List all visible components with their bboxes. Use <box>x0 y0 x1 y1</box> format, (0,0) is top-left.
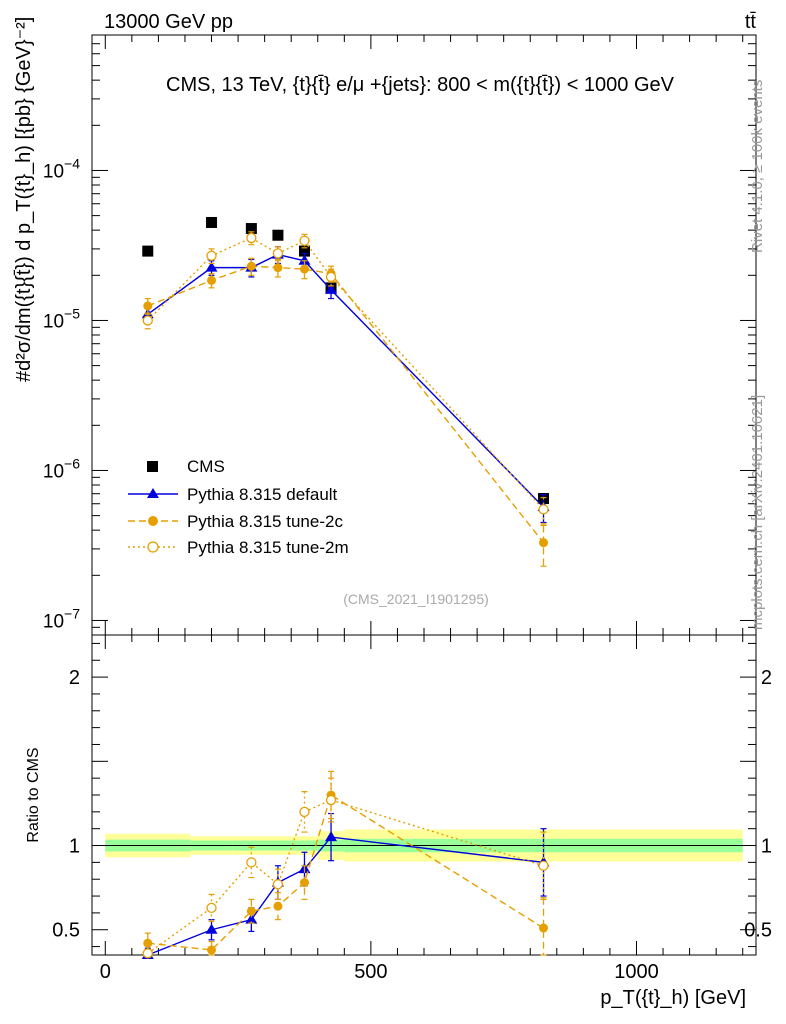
ratio-y-tick-label-right: 2 <box>761 667 772 689</box>
x-tick-label: 1000 <box>614 961 659 983</box>
cms-point <box>206 216 218 228</box>
tune2c-point <box>273 263 283 273</box>
ratio-panel-frame <box>91 634 757 956</box>
cms-point <box>142 245 154 257</box>
legend-label-tune2c: Pythia 8.315 tune-2c <box>187 512 343 531</box>
ratio-line-open-circle <box>147 799 544 954</box>
x-tick-label: 500 <box>354 961 387 983</box>
legend-label-cms: CMS <box>187 457 225 476</box>
x-axis-label: p_T({t}_h) [GeV] <box>600 987 746 1009</box>
header-left: 13000 GeV pp <box>104 11 233 33</box>
y-tick-label: 10−4 <box>43 155 80 182</box>
x-tick-label: 0 <box>100 961 111 983</box>
y-tick-label: 10−6 <box>43 455 80 482</box>
legend-label-default: Pythia 8.315 default <box>187 485 338 504</box>
legend-marker-default <box>147 488 159 498</box>
cms-point <box>298 245 310 257</box>
ratio-series-circle <box>143 770 549 956</box>
tune2c-point <box>143 301 153 311</box>
tune2m-point <box>272 879 284 890</box>
tune2m-point <box>325 794 337 806</box>
ratio-line-circle <box>147 793 544 951</box>
ratio-y-tick-label: 1 <box>69 836 80 858</box>
ratio-y-tick-label-right: 1 <box>761 836 772 858</box>
mcplots-label: mcplots.cern.ch [arXiv:2401.10621] <box>749 395 766 630</box>
tune2c-point <box>539 923 549 933</box>
tune2c-point <box>246 906 256 916</box>
tune2c-point <box>539 538 549 548</box>
tune2c-point <box>273 901 283 911</box>
main-y-label: #d²σ/dm({t}{t̄}) d p_T({t}_h) [{pb} {GeV… <box>13 17 35 382</box>
default-point <box>205 923 218 934</box>
tune2m-point <box>246 857 257 868</box>
cms-point <box>245 223 257 235</box>
legend-marker-tune2m <box>147 541 159 553</box>
ratio-y-tick-label-right: 0.5 <box>744 920 772 942</box>
default-point <box>325 283 338 294</box>
legend-marker-cms <box>147 461 158 472</box>
header-right: tt̄ <box>745 11 757 33</box>
rivet-label: Rivet 4.1.0, ≥ 100k events <box>749 80 766 253</box>
tune2m-point <box>538 860 549 871</box>
tune2c-point <box>207 945 217 955</box>
main-series-open-circle <box>142 231 549 525</box>
tune2m-point <box>272 248 284 259</box>
tune2c-point <box>299 878 309 888</box>
tune2c-point <box>299 264 309 274</box>
cms-point <box>272 229 284 241</box>
legend: CMS Pythia 8.315 default Pythia 8.315 tu… <box>128 457 349 557</box>
ratio-series-open-circle <box>142 777 549 959</box>
default-point <box>205 261 218 272</box>
tune2m-point <box>299 235 310 246</box>
tune2m-point <box>206 250 217 261</box>
plot-title: CMS, 13 TeV, {t}{t̄} e/μ +{jets}: 800 < … <box>166 74 675 96</box>
legend-marker-tune2c <box>148 516 158 526</box>
tune2m-point <box>538 504 549 515</box>
ratio-y-tick-label: 0.5 <box>52 920 80 942</box>
legend-label-tune2m: Pythia 8.315 tune-2m <box>187 538 349 557</box>
ratio-y-tick-label: 2 <box>69 667 80 689</box>
y-tick-label: 10−5 <box>43 305 80 332</box>
ratio-y-label: Ratio to CMS <box>25 747 42 842</box>
main-series-triangle <box>141 246 550 524</box>
tune2m-point <box>142 315 153 326</box>
tune2c-point <box>246 261 256 271</box>
tune2m-point <box>325 271 337 283</box>
tune2c-point <box>207 275 217 285</box>
default-point <box>298 254 311 265</box>
default-point <box>245 913 258 924</box>
tune2m-point <box>142 948 153 959</box>
tune2m-point <box>246 232 257 244</box>
y-tick-label: 10−7 <box>43 605 80 632</box>
default-point <box>325 831 338 842</box>
tune2m-point <box>206 902 217 913</box>
tune2m-point <box>299 806 310 817</box>
watermark: (CMS_2021_I1901295) <box>343 591 489 607</box>
